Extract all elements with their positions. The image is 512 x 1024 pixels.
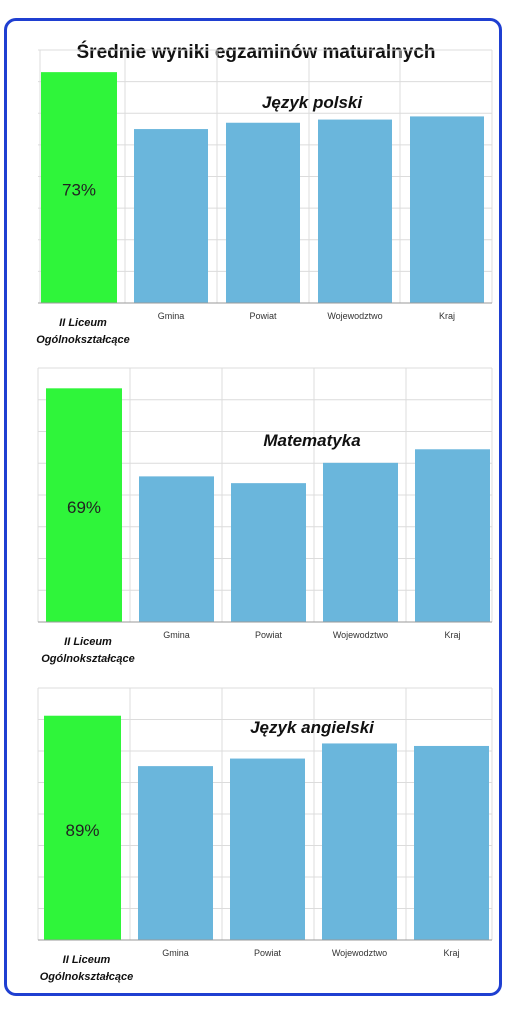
chart-subtitle: Język angielski [250, 718, 375, 737]
bar-gmina [139, 476, 214, 622]
tick-label: Kraj [439, 311, 455, 321]
bar-wojewodztwo [323, 462, 398, 622]
tick-label: Wojewodztwo [327, 311, 382, 321]
bar-wojewodztwo [322, 743, 397, 940]
bar-powiat [230, 758, 305, 940]
bar-wojewodztwo [318, 119, 392, 303]
bar-powiat [231, 483, 306, 622]
tick-label-school: Ogólnokształcące [40, 971, 134, 983]
tick-label: Wojewodztwo [332, 948, 387, 958]
tick-label-school: II Liceum [59, 317, 107, 329]
value-label: 89% [65, 821, 99, 840]
tick-label-school: II Liceum [63, 954, 111, 966]
chart-subtitle: Matematyka [263, 431, 360, 450]
bar-kraj [414, 745, 489, 940]
tick-label: Kraj [443, 948, 459, 958]
bar-gmina [138, 766, 213, 940]
tick-label: Wojewodztwo [333, 630, 388, 640]
tick-label: Kraj [444, 630, 460, 640]
bar-school [41, 72, 117, 303]
tick-label: Gmina [162, 948, 189, 958]
bar-powiat [226, 122, 300, 303]
tick-label: Powiat [254, 948, 282, 958]
bar-gmina [134, 129, 208, 303]
bar-kraj [410, 116, 484, 303]
tick-label: Powiat [249, 311, 277, 321]
tick-label: Gmina [158, 311, 185, 321]
bar-kraj [415, 449, 490, 622]
chart-subtitle: Język polski [262, 93, 363, 112]
main-title: Średnie wyniki egzaminów maturalnych [76, 42, 436, 63]
bar-school [44, 715, 121, 940]
tick-label-school: Ogólnokształcące [41, 653, 135, 665]
tick-label: Gmina [163, 630, 190, 640]
bar-school [46, 388, 122, 622]
value-label: 73% [62, 181, 96, 200]
tick-label-school: II Liceum [64, 636, 112, 648]
tick-label: Powiat [255, 630, 283, 640]
value-label: 69% [67, 498, 101, 517]
tick-label-school: Ogólnokształcące [36, 334, 130, 346]
